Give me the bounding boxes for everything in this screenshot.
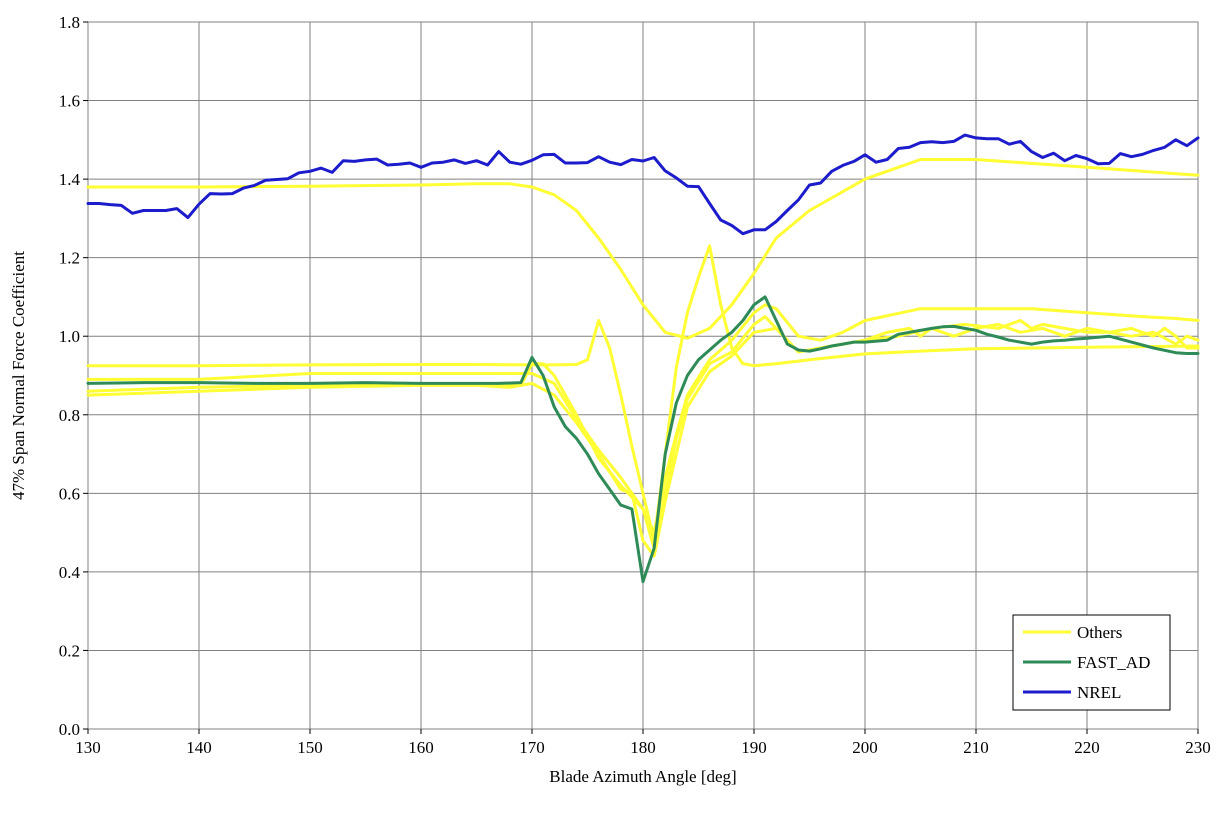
x-tick-label: 130 [75,738,101,757]
x-tick-label: 140 [186,738,212,757]
series-line-fast-ad [86,295,1200,584]
x-tick-label: 220 [1074,738,1100,757]
y-tick-label: 1.6 [59,92,80,111]
y-tick-label: 0.8 [59,406,80,425]
x-tick-label: 200 [852,738,878,757]
y-axis-title: 47% Span Normal Force Coefficient [9,251,28,500]
y-axis-ticks: 0.0 0.2 0.4 0.6 0.8 1.0 1.2 1.4 1.6 1.8 [59,13,88,739]
series-line-others-4 [86,319,1200,558]
legend-label-others: Others [1077,623,1122,642]
x-tick-label: 170 [519,738,545,757]
x-tick-label: 230 [1185,738,1211,757]
y-tick-label: 1.8 [59,13,80,32]
x-tick-label: 160 [408,738,434,757]
y-tick-label: 1.0 [59,327,80,346]
legend-label-nrel: NREL [1077,683,1121,702]
y-tick-label: 0.4 [59,563,81,582]
y-tick-label: 0.6 [59,484,80,503]
series-line-others-2 [86,303,1200,535]
y-tick-label: 1.2 [59,249,80,268]
legend-label-fast-ad: FAST_AD [1077,653,1150,672]
x-tick-label: 210 [963,738,989,757]
x-tick-label: 180 [630,738,656,757]
y-tick-label: 0.2 [59,641,80,660]
x-axis-title: Blade Azimuth Angle [deg] [549,767,736,786]
series-line-nrel [86,133,1200,236]
x-tick-label: 150 [297,738,323,757]
chart-grid [88,21,1198,730]
series-layer [86,133,1200,584]
y-tick-label: 0.0 [59,720,80,739]
legend: Others FAST_AD NREL [1012,614,1171,711]
x-tick-label: 190 [741,738,767,757]
series-line-others [86,158,1200,340]
y-tick-label: 1.4 [59,170,81,189]
x-axis-ticks: 130 140 150 160 170 180 190 200 210 220 230 [75,729,1211,757]
